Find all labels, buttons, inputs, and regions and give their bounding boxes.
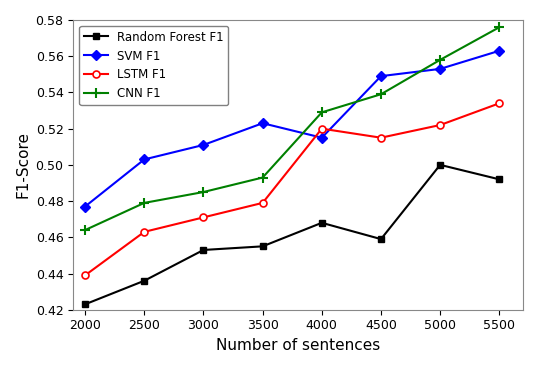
LSTM F1 [259, 201, 266, 205]
Line: SVM F1: SVM F1 [82, 47, 503, 210]
CNN F1 [141, 201, 147, 205]
SVM F1 [496, 49, 502, 53]
Line: LSTM F1: LSTM F1 [82, 100, 503, 279]
X-axis label: Number of sentences: Number of sentences [216, 338, 380, 353]
LSTM F1 [318, 127, 325, 131]
SVM F1 [259, 121, 266, 125]
CNN F1 [496, 25, 502, 29]
Random Forest F1 [318, 220, 325, 225]
Legend: Random Forest F1, SVM F1, LSTM F1, CNN F1: Random Forest F1, SVM F1, LSTM F1, CNN F… [79, 26, 228, 105]
LSTM F1 [200, 215, 207, 220]
Random Forest F1 [200, 248, 207, 252]
LSTM F1 [141, 230, 147, 234]
SVM F1 [141, 157, 147, 162]
Random Forest F1 [259, 244, 266, 248]
Random Forest F1 [378, 237, 384, 241]
LSTM F1 [437, 123, 443, 127]
Random Forest F1 [141, 279, 147, 283]
CNN F1 [200, 190, 207, 194]
CNN F1 [318, 110, 325, 114]
SVM F1 [378, 74, 384, 78]
CNN F1 [259, 175, 266, 180]
CNN F1 [437, 58, 443, 62]
Random Forest F1 [82, 302, 88, 307]
SVM F1 [318, 135, 325, 140]
LSTM F1 [82, 273, 88, 277]
CNN F1 [82, 228, 88, 232]
CNN F1 [378, 92, 384, 96]
Random Forest F1 [496, 177, 502, 181]
SVM F1 [82, 204, 88, 209]
Y-axis label: F1-Score: F1-Score [15, 131, 30, 198]
Line: Random Forest F1: Random Forest F1 [82, 162, 503, 308]
SVM F1 [437, 67, 443, 71]
LSTM F1 [378, 135, 384, 140]
SVM F1 [200, 143, 207, 147]
LSTM F1 [496, 101, 502, 106]
Random Forest F1 [437, 163, 443, 167]
Line: CNN F1: CNN F1 [80, 22, 504, 235]
